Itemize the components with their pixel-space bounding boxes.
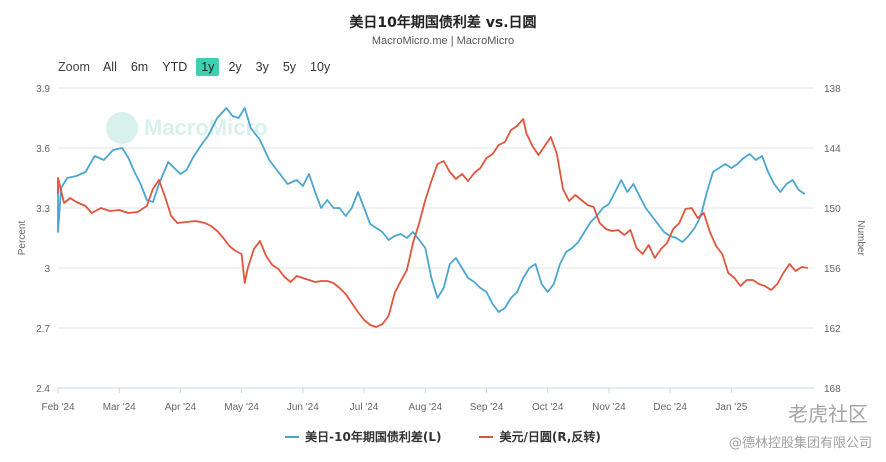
legend-label-spread: 美日-10年期国债利差(L) — [305, 430, 442, 444]
x-tick-label: Sep '24 — [470, 402, 504, 413]
right-tick-label: 150 — [824, 204, 841, 215]
x-tick-label: Oct '24 — [532, 402, 564, 413]
chart-title: 美日10年期国债利差 vs.日圆 — [349, 15, 537, 31]
x-tick-label: Feb '24 — [41, 402, 74, 413]
range-button-3y[interactable]: 3y — [255, 60, 269, 74]
left-tick-label: 2.4 — [36, 384, 50, 395]
x-tick-label: Jan '25 — [715, 402, 747, 413]
x-tick-label: May '24 — [224, 402, 259, 413]
left-tick-label: 3.9 — [36, 84, 50, 95]
grid-lines — [58, 87, 814, 389]
right-y-axis: 138 144 150 156 162 168 — [824, 84, 841, 395]
x-tick-label: Jun '24 — [287, 402, 319, 413]
right-axis-title: Number — [855, 220, 866, 256]
macromicro-watermark-text: MacroMicro — [144, 115, 268, 140]
x-tick-label: Mar '24 — [103, 402, 136, 413]
right-tick-label: 144 — [824, 144, 841, 155]
right-tick-label: 168 — [824, 384, 841, 395]
right-tick-label: 162 — [824, 324, 841, 335]
left-axis-title: Percent — [17, 221, 28, 256]
series-line-usdjpy — [57, 118, 809, 328]
x-tick-label: Apr '24 — [165, 402, 197, 413]
right-tick-label: 138 — [824, 84, 841, 95]
range-button-all[interactable]: All — [102, 60, 117, 74]
chart-legend: 美日-10年期国债利差(L) 美元/日圆(R,反转) — [0, 428, 886, 445]
range-button-ytd[interactable]: YTD — [162, 60, 188, 74]
x-tick-label: Nov '24 — [592, 402, 626, 413]
legend-label-usdjpy: 美元/日圆(R,反转) — [499, 430, 601, 444]
x-tick-label: Aug '24 — [408, 402, 442, 413]
left-tick-label: 3.3 — [36, 204, 50, 215]
left-tick-label: 2.7 — [36, 324, 50, 335]
chart-subtitle: MacroMicro.me | MacroMicro — [371, 35, 515, 47]
series-line-spread — [57, 107, 806, 313]
x-tick-label: Jul '24 — [350, 402, 379, 413]
range-button-10y[interactable]: 10y — [310, 60, 331, 74]
left-tick-label: 3.6 — [36, 144, 50, 155]
range-selector: Zoom All 6m YTD 1y 2y 3y 5y 10y — [58, 58, 335, 76]
legend-item-spread[interactable]: 美日-10年期国债利差(L) — [285, 428, 441, 445]
right-tick-label: 156 — [824, 264, 841, 275]
range-button-6m[interactable]: 6m — [130, 60, 149, 74]
macromicro-watermark: MacroMicro — [106, 112, 267, 144]
legend-swatch-usdjpy — [479, 435, 494, 438]
range-button-2y[interactable]: 2y — [228, 60, 242, 74]
macromicro-logo-icon — [106, 112, 138, 144]
legend-item-usdjpy[interactable]: 美元/日圆(R,反转) — [479, 428, 601, 445]
company-watermark: @德林控股集团有限公司 — [728, 436, 872, 451]
range-button-1y[interactable]: 1y — [196, 58, 220, 76]
tiger-community-watermark: 老虎社区 — [788, 402, 868, 426]
x-tick-label: Dec '24 — [653, 402, 687, 413]
range-button-5y[interactable]: 5y — [282, 60, 297, 74]
left-tick-label: 3 — [44, 264, 50, 275]
x-axis: Feb '24 Mar '24 Apr '24 May '24 Jun '24 Jul '… — [41, 387, 814, 413]
legend-swatch-spread — [285, 435, 300, 438]
series-layer — [57, 107, 809, 328]
zoom-label: Zoom — [58, 60, 90, 74]
left-y-axis: 3.9 3.6 3.3 3 2.7 2.4 — [36, 84, 50, 395]
